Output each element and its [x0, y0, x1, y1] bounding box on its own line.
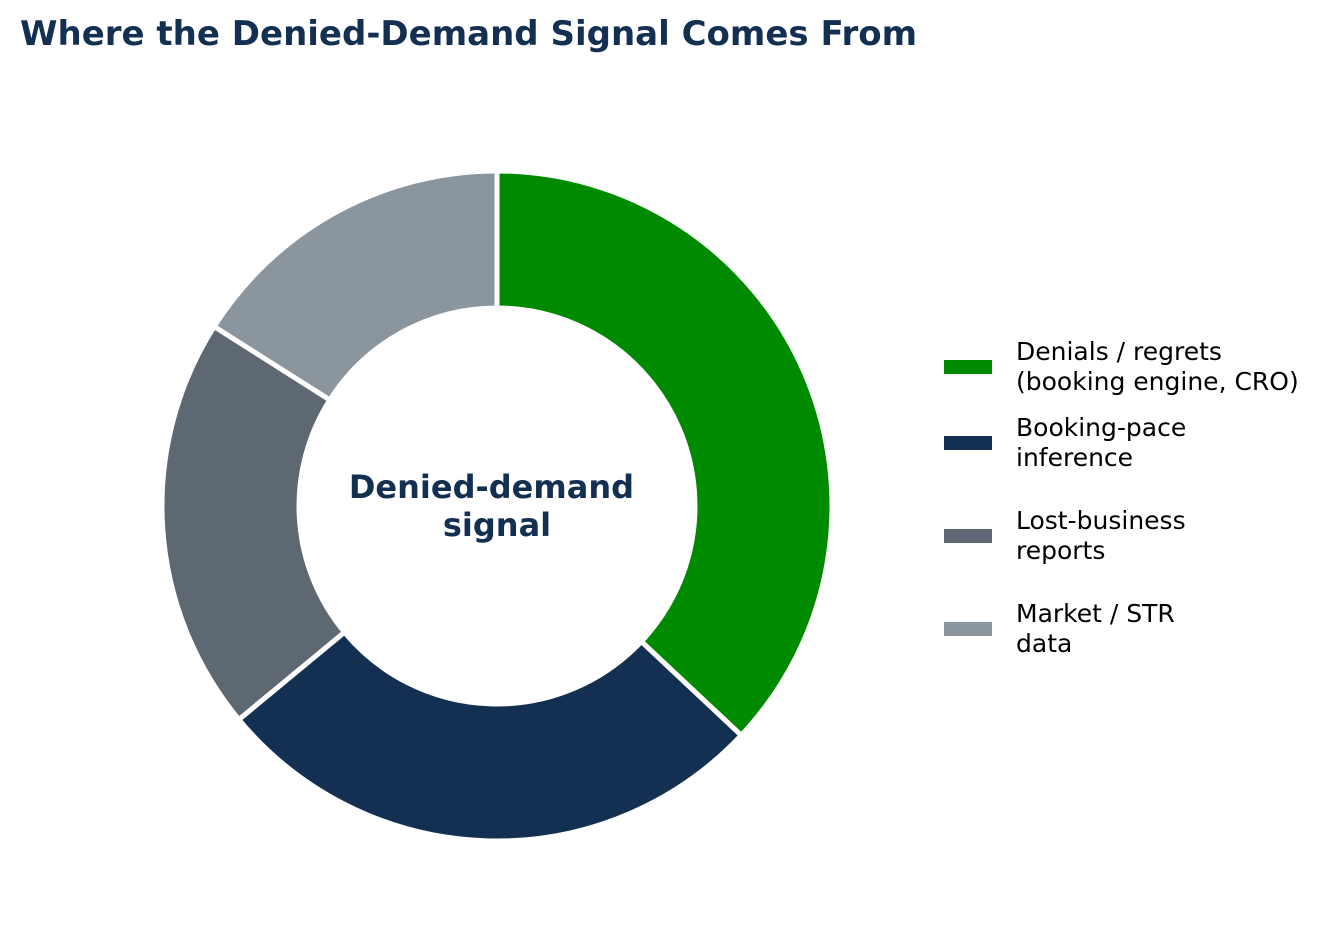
donut-slices: [159, 168, 835, 844]
legend-item-denials: Denials / regrets (booking engine, CRO): [944, 337, 1334, 396]
legend-label-market-str: Market / STR data: [1016, 598, 1175, 658]
center-label-line-2: signal: [443, 506, 551, 544]
legend: Denials / regrets (booking engine, CRO) …: [944, 337, 1334, 675]
donut-slice-lost-business: [159, 323, 348, 724]
donut-chart: Denied-demand signal: [159, 168, 835, 844]
donut-slice-denials: [494, 168, 835, 739]
center-label: Denied-demand signal: [349, 468, 645, 544]
donut-slice-market-str: [210, 168, 500, 404]
legend-item-lost-business: Lost-business reports: [944, 489, 1334, 582]
legend-swatch-booking-pace: [944, 435, 992, 450]
legend-label-booking-pace: Booking-pace inference: [1016, 412, 1187, 472]
legend-swatch-denials: [944, 360, 992, 374]
legend-label-denials: Denials / regrets (booking engine, CRO): [1016, 337, 1299, 396]
chart-title: Where the Denied-Demand Signal Comes Fro…: [20, 14, 918, 54]
legend-item-market-str: Market / STR data: [944, 582, 1334, 675]
legend-swatch-market-str: [944, 621, 992, 636]
legend-swatch-lost-business: [944, 528, 992, 543]
center-label-line-1: Denied-demand: [349, 468, 634, 506]
donut-slice-booking-pace: [235, 628, 745, 844]
legend-label-lost-business: Lost-business reports: [1016, 505, 1186, 565]
legend-item-booking-pace: Booking-pace inference: [944, 396, 1334, 489]
